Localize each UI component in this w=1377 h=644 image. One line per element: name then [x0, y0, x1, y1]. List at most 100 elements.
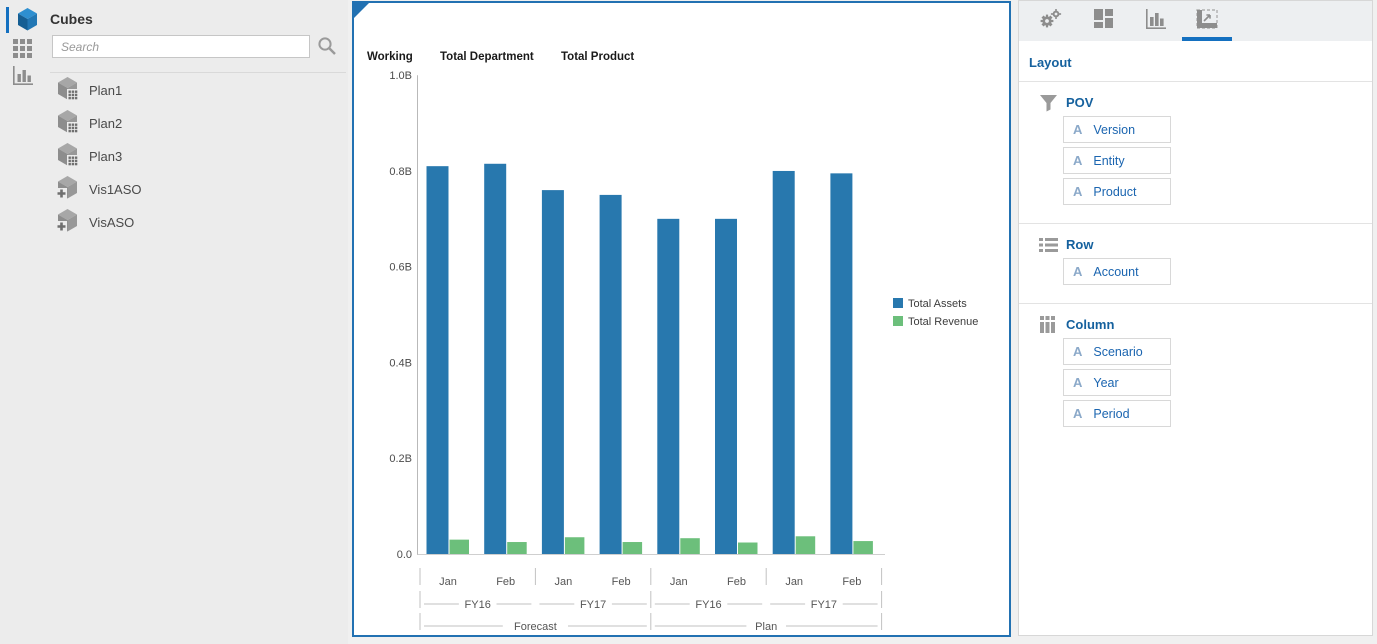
dimension-label: Year [1093, 375, 1119, 390]
year-label: FY17 [580, 599, 606, 611]
pov-member-working[interactable]: Working [367, 51, 413, 63]
cube-label: Vis1ASO [89, 182, 142, 197]
layout-title: Layout [1029, 55, 1072, 70]
text-a-icon: A [1073, 406, 1083, 421]
layout-section-row: Row A Account [1019, 224, 1372, 303]
dimension-pill-entity[interactable]: A Entity [1063, 147, 1171, 174]
bar-total-assets [541, 190, 564, 554]
rows-icon [1039, 237, 1058, 253]
bar-total-revenue [449, 539, 469, 554]
properties-tab-strip [1019, 1, 1372, 41]
cube-label: Plan2 [89, 116, 123, 131]
dimension-label: Version [1093, 122, 1136, 137]
dimension-pill-product[interactable]: A Product [1063, 178, 1171, 205]
period-label: Jan [785, 576, 803, 588]
filter-icon [1039, 94, 1058, 112]
cube-list-item[interactable]: Plan3 [0, 140, 348, 173]
gears-icon [1039, 8, 1063, 35]
dimension-pill-version[interactable]: A Version [1063, 116, 1171, 143]
chart-designer-canvas[interactable]: Working Total Department Total Product 0… [352, 1, 1011, 637]
bar-total-revenue [738, 542, 758, 554]
dimension-label: Period [1093, 406, 1130, 421]
section-title: POV [1066, 95, 1094, 110]
legend-label: Total Assets [908, 298, 967, 310]
active-rail-indicator [6, 7, 9, 33]
cube-list-item[interactable]: Plan2 [0, 107, 348, 140]
bar-total-revenue [622, 542, 643, 554]
columns-icon [1039, 316, 1058, 333]
bar-total-assets [599, 194, 622, 554]
y-tick-label: 1.0B [389, 70, 412, 82]
bar-total-revenue [853, 541, 873, 554]
chart-canvas: 0.0 0.2B 0.4B 0.6B 0.8B 1.0B Jan Feb Jan Feb Jan Fe… [389, 70, 978, 633]
cube-list-item[interactable]: Plan1 [0, 74, 348, 107]
properties-panel: Layout POV A Version A Entity A Product Row A Acc… [1018, 0, 1373, 636]
bar-total-revenue [680, 538, 700, 554]
plan-cube-icon [56, 76, 79, 106]
cube-list: Plan1 Plan2 Plan3 Vis1ASO VisASO [0, 74, 348, 239]
bar-total-assets [772, 170, 795, 554]
chart-view-icon[interactable] [13, 66, 33, 90]
dimension-label: Scenario [1093, 344, 1143, 359]
dimension-pill-period[interactable]: A Period [1063, 400, 1171, 427]
aso-cube-icon [56, 175, 79, 205]
dimension-pill-account[interactable]: A Account [1063, 258, 1171, 285]
tab-settings[interactable] [1025, 1, 1077, 41]
divider [1019, 223, 1372, 224]
bar-total-assets [484, 163, 507, 554]
aso-cube-icon [56, 208, 79, 238]
year-label: FY17 [811, 599, 837, 611]
dimension-pill-year[interactable]: A Year [1063, 369, 1171, 396]
bar-total-revenue [564, 537, 585, 554]
cubes-panel: Cubes Plan1 Plan2 Plan3 Vis1ASO VisASO [0, 0, 348, 644]
cube-icon[interactable] [16, 7, 39, 37]
bar-total-revenue [795, 536, 816, 554]
text-a-icon: A [1073, 184, 1083, 199]
text-a-icon: A [1073, 122, 1083, 137]
period-label: Jan [439, 576, 457, 588]
grid-view-icon[interactable] [13, 39, 32, 63]
tab-layout[interactable] [1181, 1, 1233, 41]
cube-list-item[interactable]: Vis1ASO [0, 173, 348, 206]
year-label: FY16 [465, 599, 491, 611]
bar-total-assets [830, 173, 853, 554]
section-title: Row [1066, 237, 1094, 252]
pov-member-total-product[interactable]: Total Product [561, 51, 635, 63]
tab-chart[interactable] [1129, 1, 1181, 41]
divider [1019, 81, 1372, 82]
period-label: Feb [496, 576, 515, 588]
period-label: Feb [612, 576, 631, 588]
search-input[interactable] [52, 35, 310, 58]
y-tick-label: 0.6B [389, 262, 412, 274]
bar-total-assets [715, 218, 737, 554]
dimension-pill-scenario[interactable]: A Scenario [1063, 338, 1171, 365]
period-label: Jan [555, 576, 573, 588]
pov-member-total-department[interactable]: Total Department [440, 51, 534, 63]
tab-tiles[interactable] [1077, 1, 1129, 41]
search-icon[interactable] [315, 36, 339, 58]
plan-cube-icon [56, 142, 79, 172]
dimension-label: Entity [1093, 153, 1125, 168]
cube-list-item[interactable]: VisASO [0, 206, 348, 239]
divider [1019, 303, 1372, 304]
bar-chart-icon [1145, 8, 1166, 34]
text-a-icon: A [1073, 153, 1083, 168]
legend-swatch [893, 316, 903, 326]
legend-label: Total Revenue [908, 316, 978, 328]
layout-section-column: Column A Scenario A Year A Period [1019, 304, 1372, 445]
period-label: Jan [670, 576, 688, 588]
dimension-label: Account [1093, 264, 1139, 279]
layout-section-pov: POV A Version A Entity A Product [1019, 82, 1372, 223]
layout-sections: POV A Version A Entity A Product Row A Account Col… [1019, 82, 1372, 445]
scenario-label: Plan [755, 621, 777, 633]
cube-label: VisASO [89, 215, 135, 230]
bar-total-assets [657, 218, 680, 554]
cube-label: Plan1 [89, 83, 123, 98]
panel-title: Cubes [50, 11, 93, 27]
scenario-label: Forecast [514, 621, 557, 633]
divider [50, 72, 346, 73]
bar-total-revenue [507, 542, 527, 554]
year-label: FY16 [695, 599, 721, 611]
layout-icon [1196, 8, 1218, 34]
plan-cube-icon [56, 109, 79, 139]
